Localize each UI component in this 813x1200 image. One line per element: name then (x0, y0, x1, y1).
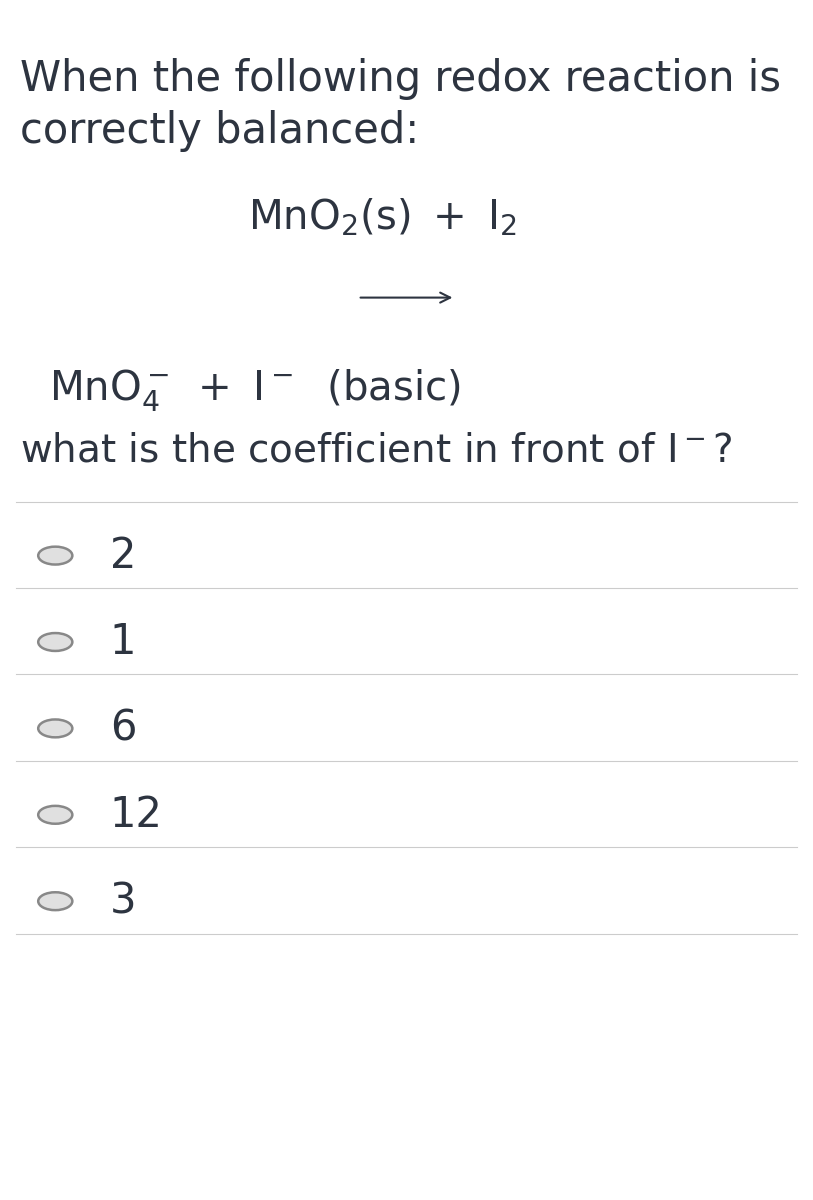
Ellipse shape (38, 547, 72, 564)
Text: what is the coefficient in front of $\mathsf{I^-}$?: what is the coefficient in front of $\ma… (20, 432, 733, 470)
Ellipse shape (38, 634, 72, 650)
Text: 6: 6 (110, 707, 137, 749)
Ellipse shape (38, 893, 72, 910)
Text: 2: 2 (110, 534, 136, 576)
Text: When the following redox reaction is: When the following redox reaction is (20, 58, 781, 100)
Ellipse shape (38, 806, 72, 823)
Ellipse shape (38, 720, 72, 737)
Text: $\mathsf{MnO_2(s)\ +\ I_2}$: $\mathsf{MnO_2(s)\ +\ I_2}$ (248, 197, 516, 239)
Text: 3: 3 (110, 881, 137, 922)
Text: 1: 1 (110, 622, 137, 662)
Text: $\mathsf{MnO_4^-\ +\ I^-}$$\mathsf{\ \ (basic)}$: $\mathsf{MnO_4^-\ +\ I^-}$$\mathsf{\ \ (… (49, 367, 461, 413)
Text: 12: 12 (110, 794, 163, 835)
Text: correctly balanced:: correctly balanced: (20, 110, 420, 152)
